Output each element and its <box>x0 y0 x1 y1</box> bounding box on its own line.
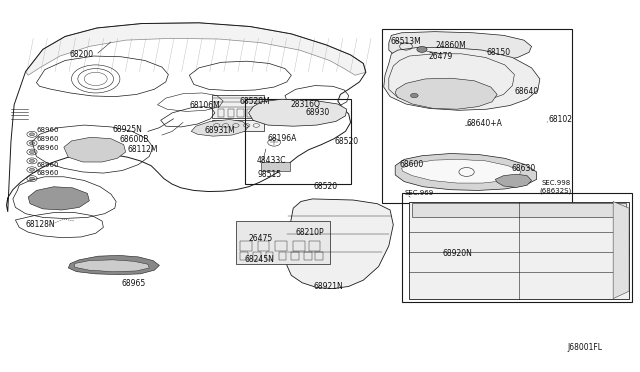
Polygon shape <box>389 32 532 63</box>
Bar <box>278 253 286 260</box>
Text: 26475: 26475 <box>248 234 273 243</box>
Polygon shape <box>495 174 532 187</box>
Polygon shape <box>28 187 90 210</box>
Text: 68106M: 68106M <box>189 101 220 110</box>
Text: 68960: 68960 <box>36 170 59 176</box>
Text: 68210P: 68210P <box>296 228 324 237</box>
Text: SEC.998: SEC.998 <box>541 180 571 186</box>
Text: 68640+A: 68640+A <box>467 119 502 128</box>
Text: 68921N: 68921N <box>314 282 344 291</box>
Bar <box>293 241 305 251</box>
Bar <box>246 109 253 116</box>
Polygon shape <box>68 256 159 275</box>
Bar <box>266 253 273 260</box>
Text: 68630: 68630 <box>511 164 536 173</box>
Text: 68920N: 68920N <box>442 249 472 258</box>
Text: 68931M: 68931M <box>204 126 235 135</box>
Bar <box>212 95 264 118</box>
Text: 68520M: 68520M <box>240 97 271 106</box>
Polygon shape <box>409 202 629 299</box>
Bar <box>212 119 264 131</box>
Text: 68930: 68930 <box>306 108 330 118</box>
Bar <box>383 29 572 203</box>
Polygon shape <box>401 160 521 183</box>
Circle shape <box>29 177 35 180</box>
Polygon shape <box>64 137 125 162</box>
Text: 68600: 68600 <box>399 160 424 169</box>
Text: 68112M: 68112M <box>127 145 158 154</box>
Text: J68001FL: J68001FL <box>567 343 602 352</box>
Circle shape <box>29 168 35 171</box>
Text: 68640: 68640 <box>515 87 540 96</box>
Bar <box>261 162 290 171</box>
Text: 28316Q: 28316Q <box>291 100 321 109</box>
Text: 68960: 68960 <box>36 127 59 133</box>
Circle shape <box>29 160 35 162</box>
Text: 68960: 68960 <box>36 136 59 142</box>
Bar <box>315 253 323 260</box>
Text: 68520: 68520 <box>334 137 358 146</box>
Text: 68200: 68200 <box>70 51 93 60</box>
Circle shape <box>29 142 35 145</box>
Bar <box>257 241 269 251</box>
Text: 24860M: 24860M <box>436 41 467 50</box>
Bar <box>241 253 248 260</box>
Bar <box>308 241 320 251</box>
Bar <box>237 109 244 116</box>
Polygon shape <box>395 78 497 109</box>
Text: 68150: 68150 <box>487 48 511 57</box>
Bar <box>304 253 312 260</box>
Text: 68128N: 68128N <box>26 220 55 229</box>
Polygon shape <box>26 23 366 75</box>
Text: 26479: 26479 <box>428 52 452 61</box>
Polygon shape <box>248 99 347 126</box>
Text: 68965: 68965 <box>121 279 145 288</box>
Polygon shape <box>191 119 248 136</box>
Bar <box>236 221 330 263</box>
Bar <box>228 109 234 116</box>
Bar <box>401 193 632 302</box>
Text: 98515: 98515 <box>257 170 282 179</box>
Polygon shape <box>395 154 537 190</box>
Text: 68925N: 68925N <box>113 125 143 134</box>
Polygon shape <box>287 199 394 289</box>
Text: SEC.969: SEC.969 <box>404 190 433 196</box>
Bar <box>412 203 626 217</box>
Bar <box>245 99 351 184</box>
Text: 68196A: 68196A <box>268 134 297 142</box>
Bar <box>275 241 287 251</box>
Circle shape <box>417 46 427 52</box>
Text: 68520: 68520 <box>314 182 338 191</box>
Bar <box>218 109 225 116</box>
Circle shape <box>29 151 35 154</box>
Bar <box>291 253 299 260</box>
Circle shape <box>410 93 418 98</box>
Text: 68102: 68102 <box>548 115 572 124</box>
Text: 48433C: 48433C <box>256 155 286 165</box>
Text: 68960: 68960 <box>36 161 59 167</box>
Text: 68600B: 68600B <box>119 135 148 144</box>
Polygon shape <box>613 202 629 299</box>
Circle shape <box>29 133 35 136</box>
Text: 68245N: 68245N <box>245 254 275 264</box>
Bar <box>253 253 260 260</box>
Text: (68632S): (68632S) <box>540 187 572 194</box>
Bar <box>241 241 252 251</box>
Text: 68960: 68960 <box>36 145 59 151</box>
Polygon shape <box>75 260 149 272</box>
Polygon shape <box>384 48 540 110</box>
Text: 68513M: 68513M <box>390 37 421 46</box>
